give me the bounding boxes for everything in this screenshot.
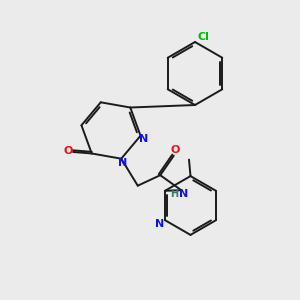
Text: O: O	[63, 146, 72, 156]
Text: N: N	[118, 158, 128, 168]
Text: N: N	[179, 189, 188, 199]
Text: N: N	[155, 219, 164, 229]
Text: Cl: Cl	[197, 32, 209, 42]
Text: N: N	[139, 134, 148, 144]
Text: H: H	[171, 189, 179, 199]
Text: O: O	[171, 145, 180, 155]
